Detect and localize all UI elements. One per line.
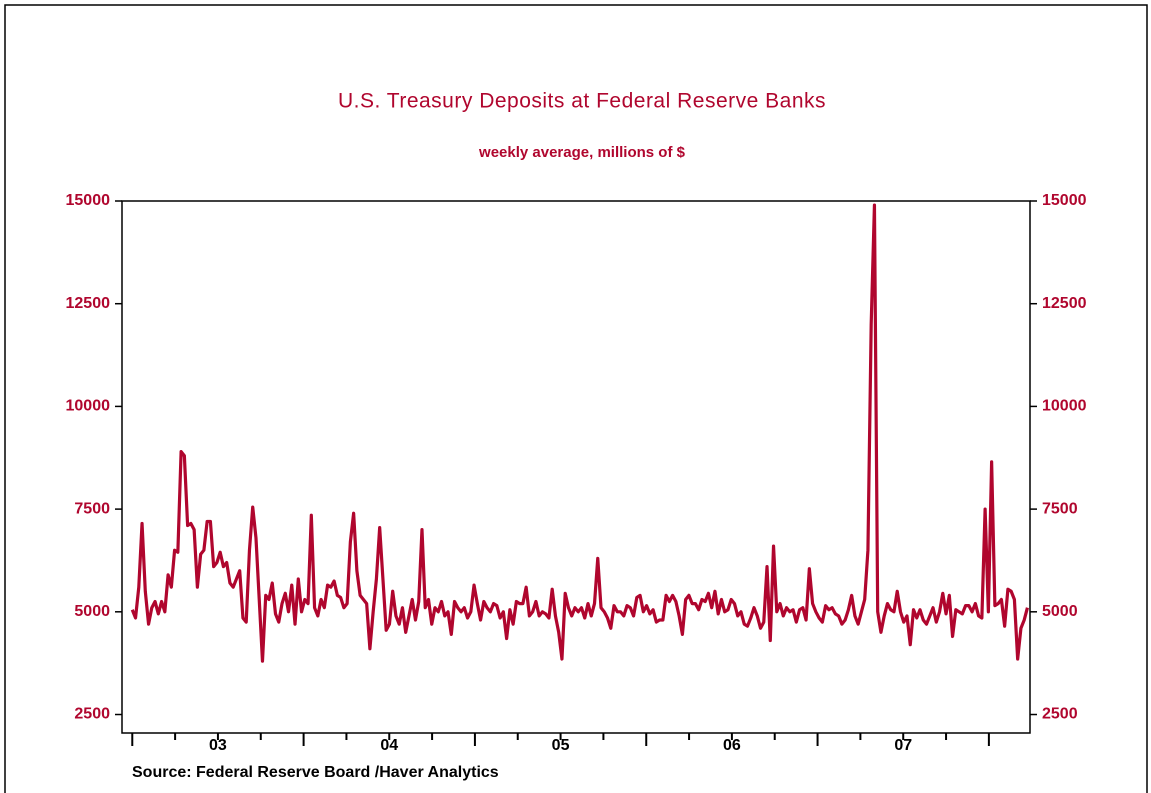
chart-title: U.S. Treasury Deposits at Federal Reserv… xyxy=(338,90,826,113)
y2-tick-label: 2500 xyxy=(1042,706,1078,723)
y-tick-label: 10000 xyxy=(66,398,111,415)
y2-tick-label: 10000 xyxy=(1042,398,1087,415)
y-tick-label: 15000 xyxy=(66,192,111,209)
chart-subtitle: weekly average, millions of $ xyxy=(478,144,686,161)
x-tick-label: 04 xyxy=(380,737,398,754)
data-line xyxy=(130,203,1029,663)
y-tick-label: 2500 xyxy=(74,706,110,723)
y2-tick-label: 5000 xyxy=(1042,603,1078,620)
page-border xyxy=(4,4,1148,793)
y2-tick-label: 15000 xyxy=(1042,192,1087,209)
y-tick-label: 7500 xyxy=(74,500,110,517)
x-tick-label: 05 xyxy=(552,737,570,754)
source-note: Source: Federal Reserve Board /Haver Ana… xyxy=(132,764,499,781)
plot-frame xyxy=(121,200,1031,734)
x-tick-label: 03 xyxy=(209,737,227,754)
x-tick-label: 06 xyxy=(723,737,741,754)
y-tick-label: 5000 xyxy=(74,603,110,620)
y-tick-label: 12500 xyxy=(66,295,111,312)
y2-tick-label: 12500 xyxy=(1042,295,1087,312)
x-tick-label: 07 xyxy=(894,737,912,754)
y2-tick-label: 7500 xyxy=(1042,500,1078,517)
